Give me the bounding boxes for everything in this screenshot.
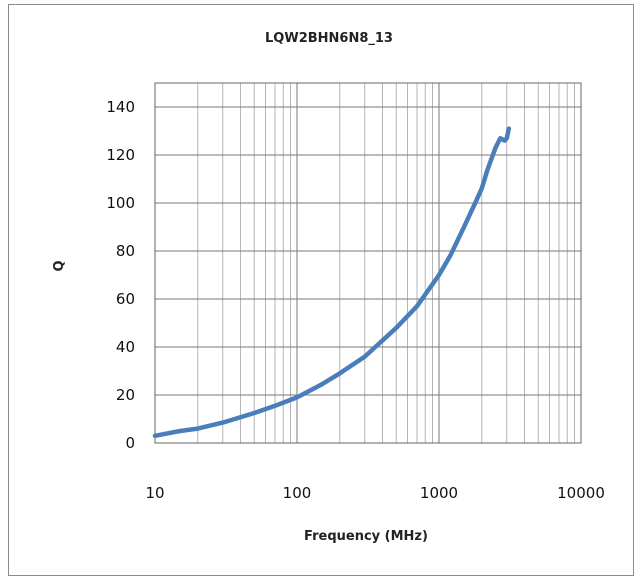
- y-tick-label: 100: [106, 194, 135, 212]
- x-tick-label: 100: [283, 484, 312, 502]
- tick-labels: 0 20 40 60 80 100 120 140 10 100 1000 10000: [106, 98, 605, 502]
- chart-frame: [8, 4, 634, 576]
- x-tick-label: 10000: [557, 484, 605, 502]
- x-tick-label: 10: [145, 484, 164, 502]
- y-tick-label: 80: [116, 242, 135, 260]
- chart-title: LQW2BHN6N8_13: [265, 31, 393, 46]
- y-tick-label: 20: [116, 386, 135, 404]
- y-tick-label: 140: [106, 98, 135, 116]
- plot-area: [154, 82, 582, 444]
- y-tick-label: 120: [106, 146, 135, 164]
- x-axis-title: Frequency (MHz): [304, 529, 428, 544]
- series-line: [152, 126, 512, 439]
- y-axis-title: Q: [52, 260, 67, 271]
- x-tick-label: 1000: [420, 484, 458, 502]
- y-tick-label: 60: [116, 290, 135, 308]
- y-tick-label: 40: [116, 338, 135, 356]
- grid: [154, 82, 582, 444]
- y-tick-label: 0: [125, 434, 135, 452]
